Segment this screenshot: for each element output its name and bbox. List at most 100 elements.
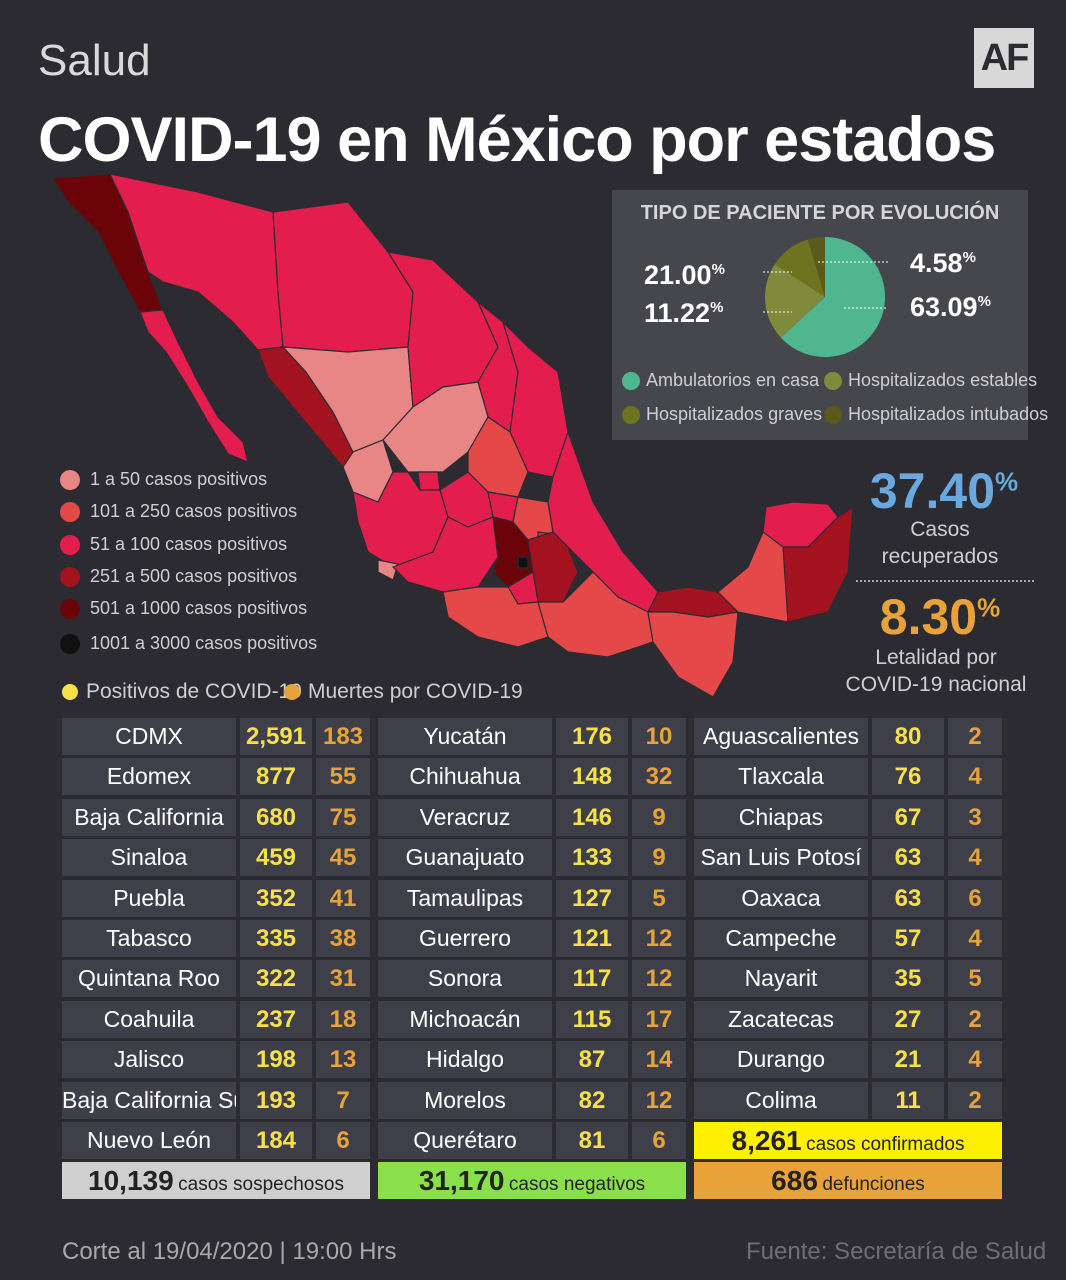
table-cell-deaths: 2 — [948, 718, 1002, 755]
table-cell-state: Jalisco — [62, 1041, 236, 1078]
legend-dot — [622, 405, 640, 424]
af-logo: AF — [974, 28, 1034, 88]
recovered-value: 37.40% — [869, 463, 1019, 519]
pie-legend-item-4: Hospitalizados intubados — [824, 404, 1048, 425]
pie-legend-item-2: Hospitalizados estables — [824, 370, 1037, 391]
table-cell-positives: 148 — [556, 758, 628, 795]
legend-label: Muertes por COVID-19 — [308, 680, 523, 703]
total-confirmed: 8,261 casos confirmados — [694, 1122, 1002, 1159]
table-cell-deaths: 14 — [632, 1041, 686, 1078]
table-cell-deaths: 41 — [316, 880, 370, 917]
table-cell-positives: 237 — [240, 1001, 312, 1038]
table-cell-positives: 877 — [240, 758, 312, 795]
legend-dot — [622, 371, 640, 390]
table-cell-positives: 133 — [556, 839, 628, 876]
table-cell-positives: 352 — [240, 880, 312, 917]
table-cell-state: Quintana Roo — [62, 960, 236, 997]
table-cell-positives: 11 — [872, 1082, 944, 1119]
table-cell-state: San Luis Potosí — [694, 839, 868, 876]
kpi-divider — [856, 580, 1034, 582]
table-cell-state: Campeche — [694, 920, 868, 957]
table-cell-positives: 21 — [872, 1041, 944, 1078]
legend-label: Positivos de COVID-19 — [86, 680, 302, 703]
map-state-chiapas — [647, 611, 739, 698]
legend-dot — [60, 633, 80, 654]
legend-deaths: Muertes por COVID-19 — [284, 680, 523, 704]
legend-dot — [824, 371, 842, 390]
legend-dot — [60, 501, 80, 522]
lethality-label: Letalidad por COVID-19 nacional — [845, 646, 1027, 696]
table-cell-state: Puebla — [62, 880, 236, 917]
table-cell-deaths: 38 — [316, 920, 370, 957]
legend-dot — [60, 469, 80, 490]
table-cell-positives: 198 — [240, 1041, 312, 1078]
pie-legend-item-3: Hospitalizados graves — [622, 404, 822, 425]
map-legend-item-4: 251 a 500 casos positivos — [60, 566, 297, 587]
legend-label: 1001 a 3000 casos positivos — [90, 633, 318, 653]
section-label: Salud — [38, 36, 151, 85]
legend-label: 51 a 100 casos positivos — [90, 534, 288, 554]
table-cell-positives: 176 — [556, 718, 628, 755]
table-cell-deaths: 13 — [316, 1041, 370, 1078]
table-cell-positives: 87 — [556, 1041, 628, 1078]
table-cell-state: Yucatán — [378, 718, 552, 755]
table-cell-state: Guanajuato — [378, 839, 552, 876]
table-cell-state: Chiapas — [694, 799, 868, 836]
table-cell-state: Veracruz — [378, 799, 552, 836]
mexico-map — [50, 173, 854, 698]
map-state-sonora — [108, 173, 284, 351]
table-cell-state: Chihuahua — [378, 758, 552, 795]
table-cell-state: CDMX — [62, 718, 236, 755]
table-cell-positives: 67 — [872, 799, 944, 836]
table-cell-state: Tlaxcala — [694, 758, 868, 795]
table-cell-state: Sinaloa — [62, 839, 236, 876]
table-cell-deaths: 7 — [316, 1082, 370, 1119]
table-cell-positives: 35 — [872, 960, 944, 997]
legend-dot — [60, 534, 80, 555]
table-cell-deaths: 17 — [632, 1001, 686, 1038]
map-state-quintana-roo — [782, 505, 854, 623]
table-cell-positives: 117 — [556, 960, 628, 997]
pie-label-ambulatorios: 63.09% — [910, 292, 991, 322]
recovered-label: Casos recuperados — [881, 518, 999, 568]
table-cell-deaths: 31 — [316, 960, 370, 997]
map-legend-item-3: 51 a 100 casos positivos — [60, 534, 287, 555]
table-cell-state: Sonora — [378, 960, 552, 997]
pie-title: TIPO DE PACIENTE POR EVOLUCIÓN — [640, 202, 1000, 224]
table-cell-state: Edomex — [62, 758, 236, 795]
legend-label: 101 a 250 casos positivos — [90, 501, 298, 521]
table-cell-state: Guerrero — [378, 920, 552, 957]
total-deaths: 686 defunciones — [694, 1162, 1002, 1199]
map-legend-item-1: 1 a 50 casos positivos — [60, 469, 267, 490]
table-cell-deaths: 183 — [316, 718, 370, 755]
legend-label: Hospitalizados graves — [646, 404, 823, 424]
legend-dot — [60, 566, 80, 587]
table-cell-state: Durango — [694, 1041, 868, 1078]
table-cell-positives: 57 — [872, 920, 944, 957]
map-state-aguascalientes — [417, 471, 441, 491]
table-cell-deaths: 45 — [316, 839, 370, 876]
table-cell-state: Baja California Sur — [62, 1082, 236, 1119]
table-cell-positives: 121 — [556, 920, 628, 957]
table-cell-deaths: 12 — [632, 1082, 686, 1119]
page-title: COVID-19 en México por estados — [38, 105, 996, 175]
legend-dot — [284, 684, 300, 700]
pie-label-hospitalizados-estables: 21.00% — [644, 260, 725, 290]
table-cell-deaths: 32 — [632, 758, 686, 795]
pie-label-hospitalizados-graves: 11.22% — [644, 298, 724, 328]
map-state-baja-california-sur — [139, 309, 249, 463]
table-cell-deaths: 6 — [632, 1122, 686, 1159]
total-suspected: 10,139 casos sospechosos — [62, 1162, 370, 1199]
table-cell-state: Morelos — [378, 1082, 552, 1119]
pie-slice-4 — [807, 237, 825, 297]
map-state-cdmx — [517, 556, 529, 569]
table-cell-positives: 63 — [872, 839, 944, 876]
table-cell-state: Michoacán — [378, 1001, 552, 1038]
table-cell-state: Coahuila — [62, 1001, 236, 1038]
table-cell-positives: 82 — [556, 1082, 628, 1119]
legend-label: 501 a 1000 casos positivos — [90, 598, 308, 618]
table-cell-positives: 80 — [872, 718, 944, 755]
table-cell-positives: 63 — [872, 880, 944, 917]
table-cell-deaths: 9 — [632, 839, 686, 876]
table-cell-deaths: 2 — [948, 1001, 1002, 1038]
